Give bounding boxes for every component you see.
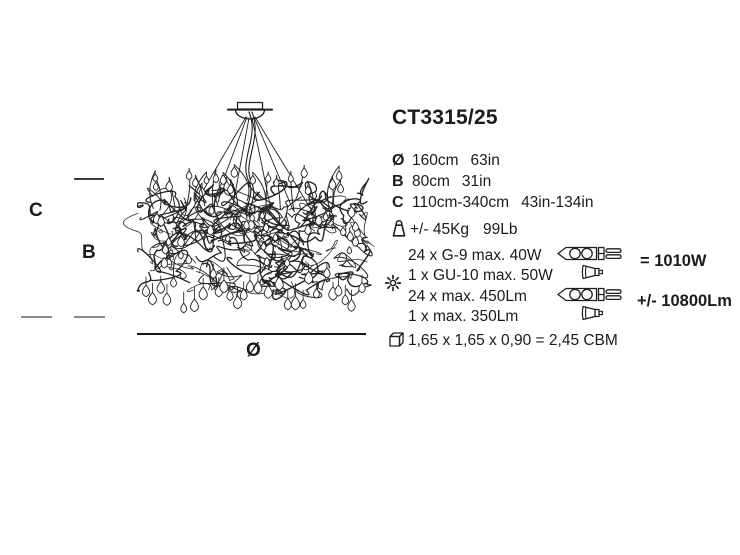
lamp-line: 1 x max. 350Lm [408,308,519,325]
cube-icon [389,332,404,347]
product-title: CT3315/25 [392,106,498,129]
dimension-symbol: Ø [392,152,405,169]
metric-value: 160cm [412,152,459,169]
weight-row: +/- 45Kg 99Lb [410,221,518,238]
metric-value: 110cm-340cm [412,194,510,211]
dimension-row-diameter: Ø 160cm 63in [392,152,500,170]
metric-value: 80cm [412,173,450,190]
canopy [227,101,273,120]
gu10-spot-icon [581,264,604,280]
chandelier-tangle [123,164,375,314]
dim-c-bottom-tick [21,316,52,318]
imperial-value: 43in-134in [521,194,594,211]
gu10-spot-icon [581,305,604,321]
dim-label-diameter: Ø [246,340,261,361]
dim-b-bottom-tick [74,316,105,318]
volume-row: 1,65 x 1,65 x 0,90 = 2,45 CBM [408,331,618,349]
total-lumen: +/- 10800Lm [637,292,732,310]
dimension-row-height-c: C 110cm-340cm 43in-134in [392,194,593,212]
lamp-line: 24 x G-9 max. 40W [408,246,542,264]
g9-bulb-icon [557,287,622,302]
diameter-line [137,333,366,335]
sun-icon [384,274,402,292]
weight-metric: +/- 45Kg [410,221,470,238]
g9-bulb-icon [557,246,622,261]
dim-b-top-tick [74,178,104,180]
lamp-line: 1 x GU-10 max. 50W [408,267,553,284]
dimension-row-height-b: B 80cm 31in [392,173,491,191]
lamp-line: 24 x max. 450Lm [408,287,527,305]
total-wattage: = 1010W [640,252,707,270]
weight-imperial: 99Lb [483,221,518,238]
imperial-value: 31in [461,173,492,190]
dimension-symbol: C [392,194,404,211]
dimension-symbol: B [392,173,404,190]
dim-label-b: B [82,242,96,263]
weight-icon [392,220,406,237]
imperial-value: 63in [470,152,500,169]
dim-label-c: C [29,200,43,221]
